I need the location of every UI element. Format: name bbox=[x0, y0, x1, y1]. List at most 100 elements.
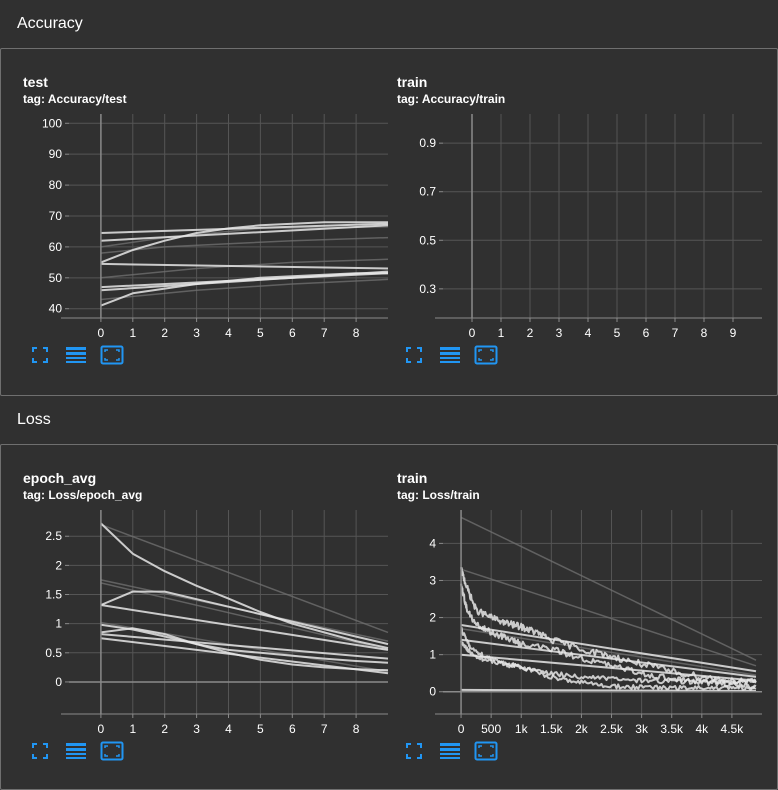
y-tick-label: 0.3 bbox=[419, 282, 436, 296]
series-group bbox=[100, 221, 389, 307]
y-tick-label: 4 bbox=[429, 536, 436, 550]
y-tick-label: 0 bbox=[55, 675, 62, 689]
section-title: Accuracy bbox=[17, 15, 83, 32]
x-tick-label: 0 bbox=[458, 722, 465, 736]
series-line bbox=[100, 627, 389, 664]
x-tick-label: 1k bbox=[515, 722, 529, 736]
lines-icon bbox=[66, 743, 86, 759]
series-line bbox=[100, 224, 389, 242]
x-tick-label: 3 bbox=[556, 326, 563, 340]
series-line bbox=[461, 688, 757, 692]
toggle-log-scale-button[interactable] bbox=[64, 344, 88, 366]
line-chart[interactable]: 40 50 60 70 80 90 100 0 1 2 3 4 5 6 7 8 bbox=[23, 114, 389, 346]
y-tick-label: 50 bbox=[49, 271, 63, 285]
fit-domain-icon bbox=[474, 345, 498, 365]
line-chart[interactable]: 0.3 0.5 0.7 0.9 0 1 2 3 4 5 6 7 8 9 bbox=[397, 114, 762, 346]
series-line bbox=[460, 568, 757, 667]
section-header-loss[interactable]: Loss bbox=[0, 398, 778, 442]
y-tick-label: 60 bbox=[49, 240, 63, 254]
x-tick-label: 7 bbox=[672, 326, 679, 340]
y-tick-label: 3 bbox=[429, 573, 436, 587]
x-tick-label: 3k bbox=[635, 722, 649, 736]
section-title: Loss bbox=[17, 411, 51, 428]
fullscreen-button[interactable] bbox=[402, 344, 426, 366]
lines-icon bbox=[440, 743, 460, 759]
chart-card: train tag: Loss/train 0 1 2 3 4 0 500 1k 1.5k 2k 2… bbox=[397, 470, 762, 770]
x-tick-label: 4.5k bbox=[721, 722, 745, 736]
toggle-log-scale-button[interactable] bbox=[438, 740, 462, 762]
toggle-log-scale-button[interactable] bbox=[438, 344, 462, 366]
chart-toolbar bbox=[402, 344, 498, 366]
line-chart[interactable]: 0 1 2 3 4 0 500 1k 1.5k 2k 2.5k 3k 3.5k 4k 4.5k bbox=[397, 510, 762, 742]
card-title: train bbox=[397, 74, 428, 90]
x-tick-label: 3 bbox=[193, 722, 200, 736]
x-tick-label: 4 bbox=[585, 326, 592, 340]
y-tick-label: 1.5 bbox=[45, 588, 62, 602]
section-panel-loss bbox=[0, 444, 778, 790]
y-tick-label: 0.7 bbox=[419, 185, 436, 199]
fullscreen-icon bbox=[32, 347, 48, 363]
series-line bbox=[100, 582, 389, 651]
y-tick-label: 100 bbox=[42, 116, 62, 130]
x-tick-label: 5 bbox=[257, 722, 264, 736]
x-tick-label: 1.5k bbox=[540, 722, 564, 736]
lines-icon bbox=[440, 347, 460, 363]
x-tick-label: 4 bbox=[225, 326, 232, 340]
series-line bbox=[460, 583, 757, 690]
x-tick-label: 1 bbox=[129, 326, 136, 340]
series-line bbox=[100, 222, 389, 234]
x-tick-label: 7 bbox=[321, 326, 328, 340]
x-tick-label: 3.5k bbox=[660, 722, 684, 736]
fit-domain-button[interactable] bbox=[474, 740, 498, 762]
card-tag: tag: Loss/epoch_avg bbox=[23, 488, 143, 502]
grid bbox=[69, 114, 388, 318]
series-line bbox=[460, 638, 757, 678]
y-tick-label: 0.5 bbox=[45, 646, 62, 660]
x-tick-label: 5 bbox=[614, 326, 621, 340]
x-tick-label: 2k bbox=[575, 722, 589, 736]
line-chart[interactable]: 0 0.5 1 1.5 2 2.5 0 1 2 3 4 5 6 7 8 bbox=[23, 510, 389, 742]
section-header-accuracy[interactable]: Accuracy bbox=[0, 2, 778, 46]
series-line bbox=[460, 624, 757, 673]
series-line bbox=[100, 637, 389, 675]
x-tick-label: 4 bbox=[225, 722, 232, 736]
fullscreen-icon bbox=[32, 743, 48, 759]
x-tick-label: 8 bbox=[701, 326, 708, 340]
card-title: test bbox=[23, 74, 48, 90]
x-tick-label: 6 bbox=[289, 326, 296, 340]
x-tick-label: 0 bbox=[469, 326, 476, 340]
card-tag: tag: Accuracy/train bbox=[397, 92, 506, 106]
series-line bbox=[460, 640, 757, 685]
x-tick-label: 8 bbox=[353, 326, 360, 340]
fullscreen-button[interactable] bbox=[28, 344, 52, 366]
card-tag: tag: Accuracy/test bbox=[23, 92, 127, 106]
lines-icon bbox=[66, 347, 86, 363]
series-group bbox=[100, 522, 389, 675]
grid bbox=[443, 114, 762, 318]
card-title: train bbox=[397, 470, 428, 486]
fullscreen-button[interactable] bbox=[402, 740, 426, 762]
y-tick-label: 2 bbox=[429, 611, 436, 625]
x-tick-label: 9 bbox=[730, 326, 737, 340]
x-tick-label: 2 bbox=[527, 326, 534, 340]
x-tick-label: 2 bbox=[161, 326, 168, 340]
toggle-log-scale-button[interactable] bbox=[64, 740, 88, 762]
axes bbox=[61, 114, 388, 319]
fit-domain-icon bbox=[100, 345, 124, 365]
x-tick-label: 1 bbox=[498, 326, 505, 340]
fit-domain-button[interactable] bbox=[474, 344, 498, 366]
x-tick-label: 6 bbox=[643, 326, 650, 340]
x-tick-label: 2.5k bbox=[600, 722, 624, 736]
y-tick-label: 0 bbox=[429, 685, 436, 699]
x-tick-label: 0 bbox=[98, 326, 105, 340]
y-tick-label: 40 bbox=[49, 302, 63, 316]
series-line bbox=[100, 590, 389, 646]
fullscreen-button[interactable] bbox=[28, 740, 52, 762]
fit-domain-icon bbox=[100, 741, 124, 761]
fit-domain-button[interactable] bbox=[100, 740, 124, 762]
fullscreen-icon bbox=[406, 743, 422, 759]
chart-card: train tag: Accuracy/train 0.3 0.5 0.7 0.9 0 1… bbox=[397, 74, 762, 374]
fit-domain-button[interactable] bbox=[100, 344, 124, 366]
series-line bbox=[460, 627, 757, 676]
series-line bbox=[100, 221, 388, 264]
